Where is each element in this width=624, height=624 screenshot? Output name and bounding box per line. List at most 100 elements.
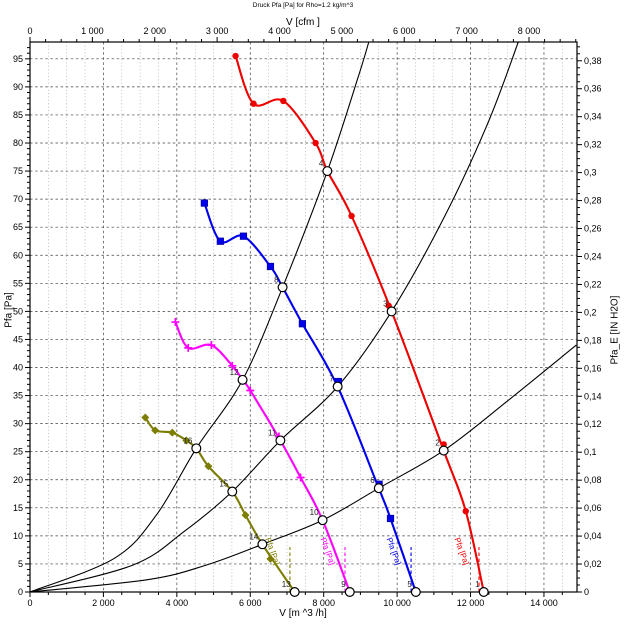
operating-point-label-11: 11	[268, 428, 277, 437]
left-tick-label: 0	[18, 587, 23, 597]
right-tick-label: 0,26	[584, 224, 602, 234]
bottom-axis-label: V [m ^3 /h]	[279, 608, 327, 619]
operating-point-4	[322, 166, 333, 177]
left-tick-label: 60	[13, 250, 23, 260]
operating-point-15	[227, 486, 238, 497]
right-tick-label: 0,22	[584, 279, 602, 289]
marker-plus	[184, 343, 193, 352]
marker-circle	[280, 97, 287, 105]
operating-point-label-5: 5	[407, 580, 412, 589]
marker-circle	[232, 52, 239, 60]
marker-diamond	[168, 428, 177, 437]
marker-plus	[228, 361, 237, 370]
fan-curve-red-label: Pfa [Pa]	[453, 536, 471, 566]
operating-point-label-13: 13	[282, 580, 291, 589]
right-tick-label: 0,24	[584, 251, 602, 261]
left-tick-label: 95	[13, 54, 23, 64]
bottom-tick-label: 14 000	[530, 598, 558, 608]
marker-diamond	[182, 436, 191, 445]
fan-curve-red: Pfa [Pa]	[232, 52, 485, 594]
fan-curve-red-path	[234, 54, 485, 594]
operating-point-label-15: 15	[219, 480, 228, 489]
top-tick-label: 8 000	[518, 26, 541, 36]
fan-curve-blue: Pfa [Pa]	[200, 199, 417, 594]
marker-diamond	[204, 462, 213, 471]
operating-point-label-14: 14	[249, 532, 258, 541]
operating-point-10	[317, 515, 328, 526]
operating-point-8	[277, 282, 288, 293]
left-tick-label: 25	[13, 447, 23, 457]
right-tick-label: 0,1	[584, 447, 597, 457]
right-tick-label: 0,04	[584, 531, 602, 541]
operating-point-label-10: 10	[310, 508, 319, 517]
marker-circle	[348, 212, 355, 220]
operating-point-7	[332, 381, 343, 392]
left-tick-label: 65	[13, 222, 23, 232]
operating-point-label-12: 12	[230, 368, 239, 377]
top-axis-label: V [cfm ]	[286, 17, 320, 28]
right-tick-label: 0,14	[584, 391, 602, 401]
marker-square	[239, 232, 248, 240]
top-tick-label: 0	[27, 26, 32, 36]
left-tick-label: 30	[13, 419, 23, 429]
top-tick-label: 1 000	[81, 26, 104, 36]
right-tick-label: 0,06	[584, 503, 602, 513]
left-tick-label: 20	[13, 475, 23, 485]
left-tick-label: 5	[18, 559, 23, 569]
marker-plus	[207, 341, 216, 350]
marker-diamond	[266, 554, 275, 563]
operating-point-3	[386, 306, 397, 317]
top-tick-label: 4 000	[268, 26, 291, 36]
top-tick-label: 5 000	[331, 26, 354, 36]
marker-plus	[246, 386, 255, 395]
operating-point-12	[237, 374, 248, 385]
operating-point-6	[373, 483, 384, 494]
bottom-tick-label: 0	[27, 598, 32, 608]
axis-ticks	[25, 37, 582, 597]
operating-point-label-9: 9	[341, 580, 346, 589]
left-tick-label: 45	[13, 334, 23, 344]
operating-point-14	[257, 539, 268, 550]
bottom-tick-label: 4 000	[166, 598, 189, 608]
left-tick-label: 35	[13, 391, 23, 401]
right-tick-label: 0,3	[584, 168, 597, 178]
top-tick-label: 2 000	[143, 26, 166, 36]
bottom-tick-label: 10 000	[383, 598, 411, 608]
operating-point-label-7: 7	[329, 375, 334, 384]
operating-point-1	[478, 586, 489, 597]
marker-square	[200, 199, 208, 207]
right-tick-label: 0,02	[584, 559, 602, 569]
marker-plus	[296, 473, 305, 482]
right-tick-label: 0,12	[584, 419, 602, 429]
right-tick-label: 0,38	[584, 56, 602, 66]
left-tick-label: 80	[13, 138, 23, 148]
operating-point-label-4: 4	[319, 159, 324, 168]
chart-title: Druck Pfa [Pa] for Rho=1.2 kg/m^3	[252, 2, 354, 9]
fan-curve-olive-path	[144, 416, 296, 594]
bottom-tick-label: 8 000	[312, 598, 335, 608]
bottom-tick-label: 12 000	[457, 598, 485, 608]
right-tick-label: 0	[584, 587, 589, 597]
left-tick-label: 15	[13, 503, 23, 513]
fan-curve-blue-path	[203, 202, 417, 594]
operating-point-label-1: 1	[475, 580, 480, 589]
left-tick-label: 55	[13, 278, 23, 288]
marker-square	[298, 320, 306, 328]
right-tick-label: 0,32	[584, 140, 602, 150]
operating-point-5	[410, 586, 421, 597]
left-tick-label: 50	[13, 306, 23, 316]
left-tick-label: 90	[13, 82, 23, 92]
operating-point-16	[191, 443, 202, 454]
marker-square	[266, 262, 275, 271]
operating-point-label-3: 3	[383, 299, 388, 308]
operating-point-13	[289, 586, 300, 597]
fan-curve-blue-label: Pfa [Pa]	[385, 536, 403, 566]
operating-point-11	[275, 435, 286, 446]
marker-circle	[462, 507, 469, 515]
right-tick-label: 0,18	[584, 335, 602, 345]
system-curve-middle	[29, 41, 519, 593]
operating-point-label-2: 2	[435, 439, 440, 448]
operating-point-label-16: 16	[183, 436, 192, 445]
bottom-tick-label: 6 000	[239, 598, 262, 608]
